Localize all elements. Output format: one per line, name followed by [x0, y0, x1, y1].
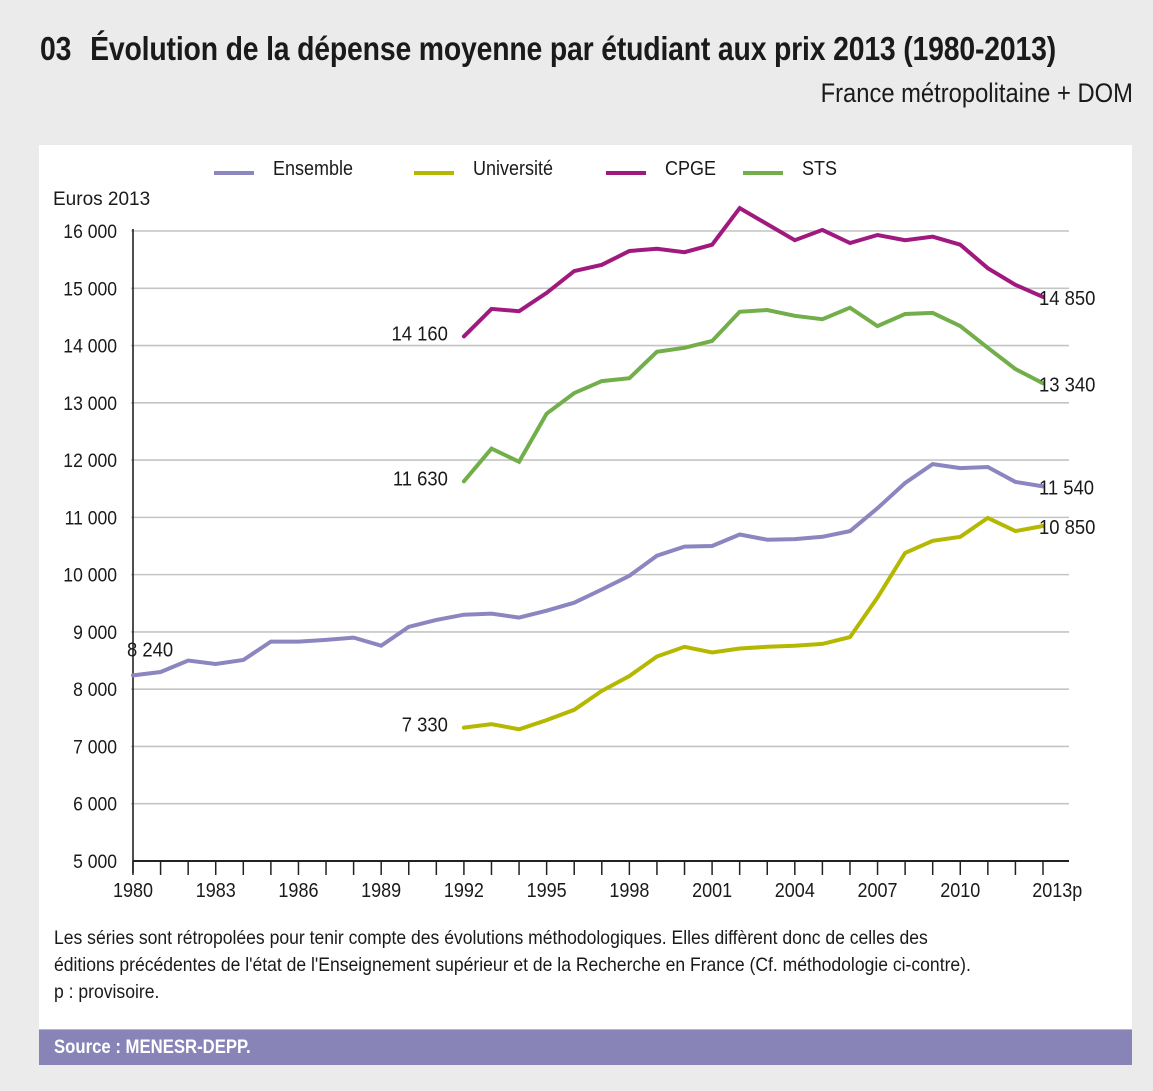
end-label-ensemble: 11 540	[1039, 477, 1094, 500]
y-tick-label: 5 000	[73, 850, 117, 872]
x-tick-label: 1980	[113, 880, 153, 902]
y-tick-label: 15 000	[63, 277, 117, 299]
x-axis-ticks: 1980 1983 1986 1989 1992 1995 1998 2001 2004 2007…	[113, 861, 1082, 902]
y-tick-label: 11 000	[65, 506, 117, 528]
chart-panel: Ensemble Université CPGE STS Euros 2013 5 0…	[39, 145, 1132, 1029]
x-tick-label: 1986	[278, 880, 318, 902]
y-tick-label: 13 000	[63, 392, 117, 414]
figure-number: 03	[40, 30, 72, 67]
axes	[132, 229, 1069, 873]
end-label-sts: 13 340	[1039, 373, 1096, 396]
y-axis-ticks: 5 000 6 000 7 000 8 000 9 000 10 000 11 000 12 …	[63, 220, 117, 872]
figure-title-text: Évolution de la dépense moyenne par étud…	[90, 30, 1056, 67]
note-line-2: éditions précédentes de l'état de l'Ense…	[54, 954, 971, 976]
note-line-3: p : provisoire.	[54, 981, 160, 1003]
note-line-1: Les séries sont rétropolées pour tenir c…	[54, 927, 928, 949]
x-tick-label: 1983	[196, 880, 236, 902]
series-line-université	[461, 515, 1045, 732]
x-tick-label: 1989	[361, 880, 401, 902]
legend: Ensemble Université CPGE STS	[214, 158, 837, 180]
source-bar: Source : MENESR-DEPP.	[39, 1029, 1132, 1065]
series-lines	[131, 205, 1045, 732]
x-tick-label: 2004	[775, 880, 815, 902]
series-line-cpge	[461, 205, 1045, 339]
start-label-sts: 11 630	[393, 467, 448, 490]
chart-note: Les séries sont rétropolées pour tenir c…	[54, 925, 1116, 1006]
figure-subtitle: France métropolitaine + DOM	[820, 78, 1133, 108]
legend-label-sts: STS	[802, 158, 837, 180]
y-tick-label: 8 000	[73, 678, 117, 700]
legend-label-ensemble: Ensemble	[273, 158, 353, 180]
legend-label-université: Université	[473, 158, 553, 180]
x-tick-label: 2010	[940, 880, 980, 902]
x-tick-label: 2001	[692, 880, 732, 902]
legend-label-cpge: CPGE	[665, 158, 716, 180]
y-tick-label: 9 000	[73, 621, 117, 643]
y-tick-label: 7 000	[73, 736, 117, 758]
start-label-université: 7 330	[402, 714, 448, 737]
y-tick-label: 16 000	[63, 220, 117, 242]
start-label-cpge: 14 160	[391, 323, 448, 346]
y-tick-label: 12 000	[63, 449, 117, 471]
x-tick-label: 2007	[858, 880, 898, 902]
series-line-ensemble	[131, 462, 1045, 678]
y-tick-label: 6 000	[73, 793, 117, 815]
y-tick-label: 10 000	[63, 564, 117, 586]
gridlines	[131, 230, 1069, 805]
y-axis-label: Euros 2013	[53, 189, 150, 210]
x-tick-label: 1998	[609, 880, 649, 902]
x-tick-label: 1992	[444, 880, 484, 902]
line-chart: Ensemble Université CPGE STS Euros 2013 5 0…	[53, 158, 1096, 902]
x-tick-label: 1995	[527, 880, 567, 902]
data-labels: 8 240 11 540 7 330 10 850 14 160 14 850 11 630…	[127, 287, 1096, 737]
figure-title: 03 Évolution de la dépense moyenne par ét…	[40, 30, 1056, 68]
end-label-université: 10 850	[1039, 516, 1096, 539]
x-tick-label: 2013p	[1032, 880, 1082, 902]
source-text: Source : MENESR-DEPP.	[54, 1037, 251, 1058]
y-tick-label: 14 000	[63, 335, 117, 357]
end-label-cpge: 14 850	[1039, 287, 1096, 310]
start-label-ensemble: 8 240	[127, 639, 173, 662]
series-line-sts	[461, 305, 1045, 484]
